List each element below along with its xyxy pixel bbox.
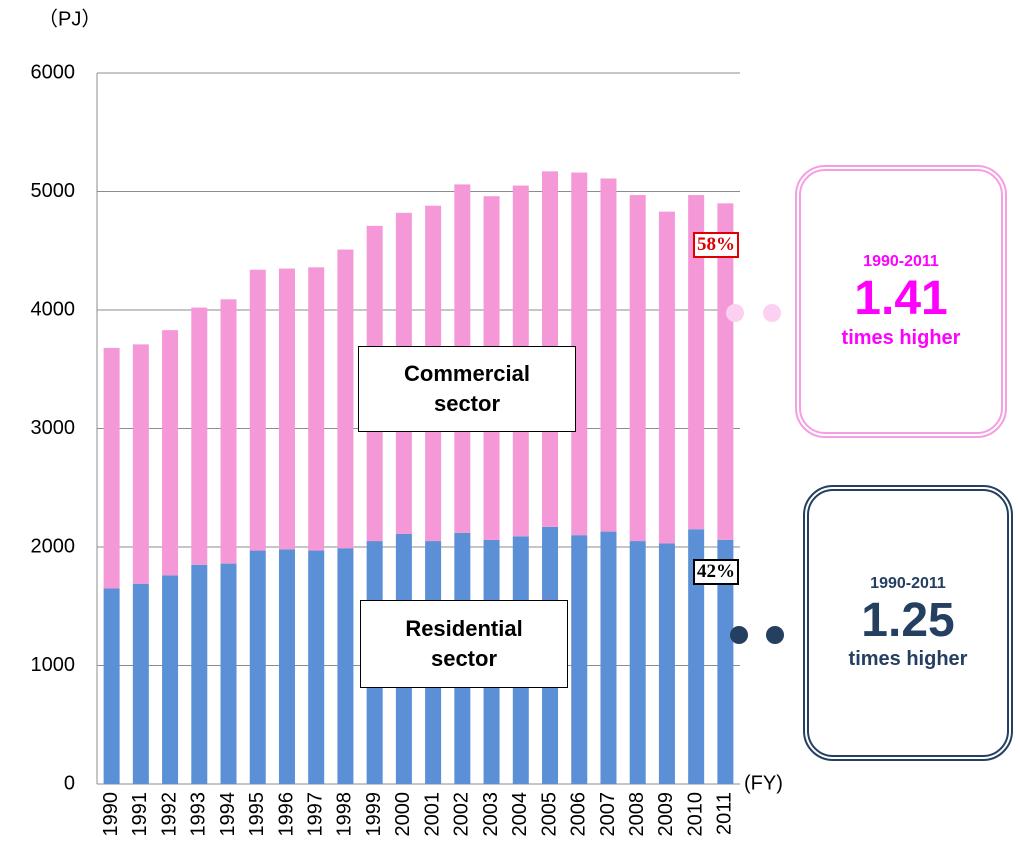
x-tick-label: 2005 — [538, 792, 560, 837]
x-tick-label: 2006 — [568, 792, 590, 837]
x-tick-label: 2007 — [597, 792, 619, 837]
callout-box: 1990-2011 1.25 times higher — [803, 485, 1013, 761]
x-unit: (FY) — [744, 772, 783, 794]
bar-segment — [191, 307, 208, 565]
x-tick-label: 1998 — [334, 792, 356, 837]
bar-segment — [220, 563, 237, 784]
bar-segment — [308, 550, 325, 784]
x-tick-label: 1992 — [158, 792, 180, 837]
x-tick-label: 1999 — [363, 792, 385, 837]
bar-segment — [249, 550, 266, 784]
y-tick-label: 1000 — [31, 654, 76, 676]
share-label: 58% — [693, 232, 739, 258]
callout-ratio: 1.41 — [854, 272, 948, 326]
y-tick-label: 5000 — [31, 180, 76, 202]
x-tick-label: 1993 — [188, 792, 210, 837]
bar-segment — [658, 543, 675, 784]
bar-segment — [571, 535, 588, 784]
x-tick-label: 2011 — [714, 792, 736, 835]
callout-dot — [730, 626, 748, 644]
bar-segment — [191, 564, 208, 784]
callout-dot — [763, 304, 781, 322]
bar-segment — [688, 195, 705, 530]
x-tick-label: 1990 — [100, 792, 122, 837]
x-tick-label: 2008 — [626, 792, 648, 837]
bar-segment — [571, 172, 588, 536]
bar-segment — [103, 347, 120, 589]
bar-segment — [600, 531, 617, 784]
bar-segment — [337, 249, 354, 549]
bar-segment — [600, 178, 617, 532]
bar-segment — [688, 529, 705, 784]
callout-box: 1990-2011 1.41 times higher — [795, 165, 1007, 438]
sector-label: Residential sector — [360, 600, 568, 688]
bar-segment — [132, 344, 149, 584]
bar-segment — [337, 548, 354, 784]
y-tick-label: 3000 — [31, 417, 76, 439]
y-tick-label: 0 — [64, 772, 75, 794]
bar-segment — [103, 588, 120, 784]
x-tick-label: 2010 — [684, 792, 706, 837]
sector-label: Commercial sector — [358, 346, 576, 432]
y-tick-label: 4000 — [31, 298, 76, 320]
bar-segment — [717, 539, 734, 784]
callout-ratio: 1.25 — [861, 593, 955, 647]
x-tick-label: 1994 — [217, 792, 239, 837]
bar-segment — [162, 330, 179, 576]
x-tick-label: 2009 — [655, 792, 677, 837]
callout-dot — [766, 626, 784, 644]
share-label: 42% — [693, 559, 739, 585]
x-tick-label: 2003 — [480, 792, 502, 837]
bar-segment — [162, 575, 179, 784]
y-unit: （PJ） — [38, 7, 101, 30]
x-tick-label: 1997 — [304, 792, 326, 837]
bar-segment — [717, 203, 734, 540]
x-tick-label: 1996 — [275, 792, 297, 837]
bar-segment — [629, 195, 646, 542]
bar-segment — [132, 583, 149, 784]
bar-segment — [629, 541, 646, 784]
x-tick-label: 2001 — [421, 792, 443, 837]
callout-note: times higher — [848, 648, 968, 671]
callout-period: 1990-2011 — [870, 574, 946, 592]
bar-segment — [220, 299, 237, 564]
y-tick-label: 2000 — [31, 535, 76, 557]
x-tick-label: 2004 — [509, 792, 531, 837]
bar-segment — [278, 549, 295, 784]
x-tick-label: 2002 — [451, 792, 473, 837]
bar-segment — [278, 268, 295, 550]
bar-segment — [249, 269, 266, 551]
callout-dot — [726, 304, 744, 322]
callout-period: 1990-2011 — [863, 253, 939, 271]
x-tick-label: 1991 — [129, 792, 151, 837]
y-tick-label: 6000 — [31, 61, 76, 83]
x-tick-label: 2000 — [392, 792, 414, 837]
callout-note: times higher — [841, 326, 961, 349]
bar-segment — [308, 267, 325, 551]
bar-segment — [658, 211, 675, 544]
x-tick-label: 1995 — [246, 792, 268, 837]
